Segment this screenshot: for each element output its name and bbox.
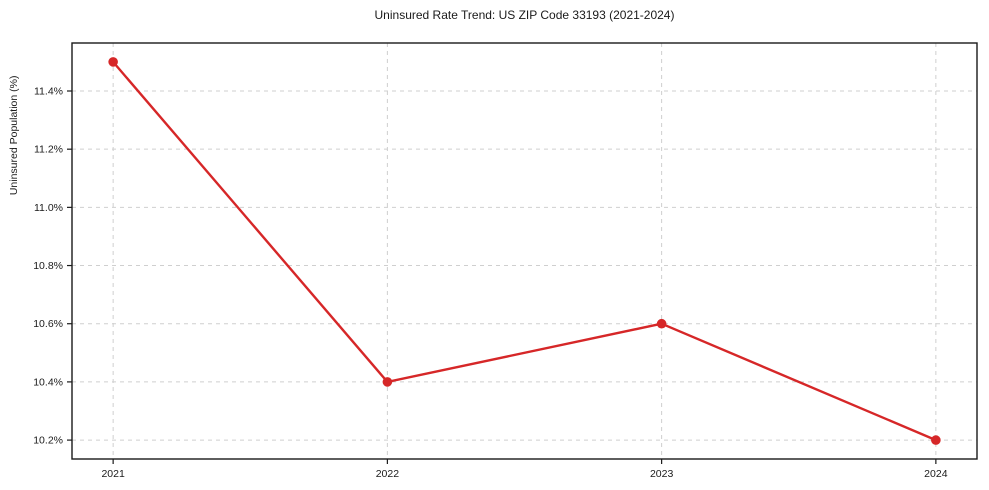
data-point-marker [656, 318, 667, 329]
x-tick-label: 2024 [924, 468, 948, 480]
y-tick-label: 11.2% [34, 144, 63, 156]
y-tick-label: 10.4% [33, 376, 63, 388]
x-tick-label: 2022 [376, 468, 400, 480]
data-point-marker [382, 377, 393, 387]
chart-title: Uninsured Rate Trend: US ZIP Code 33193 … [374, 8, 675, 22]
data-point-marker [931, 435, 941, 445]
x-tick-label: 2023 [650, 468, 674, 480]
trend-line [111, 60, 938, 442]
plot-border [71, 42, 978, 460]
y-tick-label: 11.4% [34, 86, 63, 98]
y-tick-label: 10.2% [33, 435, 63, 447]
y-tick-label: 10.8% [33, 260, 63, 272]
data-point-marker [108, 57, 118, 67]
x-tick-label: 2021 [101, 468, 125, 480]
y-tick-label: 10.6% [33, 318, 63, 330]
axes-spines [71, 42, 978, 460]
grid-layer [72, 43, 977, 459]
tick-layer: 10.2% 10.4% 10.6% 10.8% 11.0% 11.2% 11.4% 2021 2… [33, 86, 947, 481]
y-tick-label: 11.0% [34, 202, 63, 214]
series-uninsured-rate [108, 57, 941, 445]
